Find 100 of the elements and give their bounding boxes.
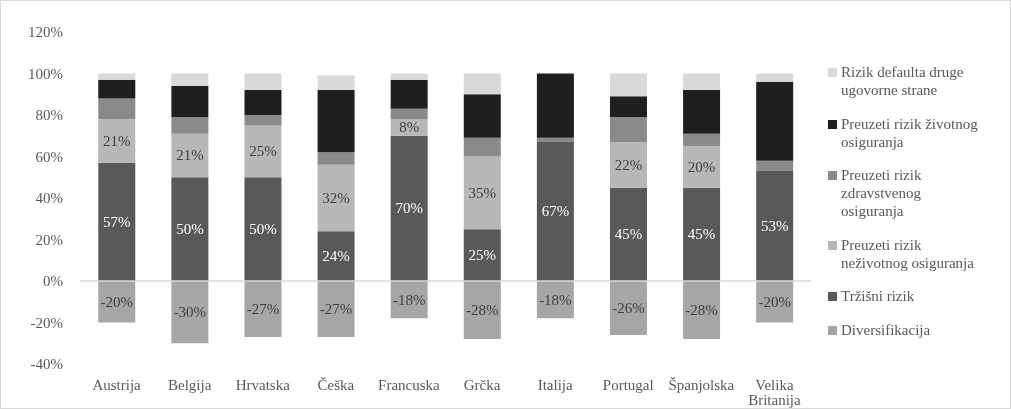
bar — [171, 117, 209, 134]
bar — [317, 75, 355, 91]
x-tick-label: Španjolska — [668, 376, 735, 393]
y-tick-label: 100% — [28, 65, 63, 82]
data-label: 45% — [614, 226, 643, 243]
bar — [609, 73, 647, 97]
data-label: -18% — [539, 291, 572, 308]
bar — [317, 152, 355, 165]
data-label: -28% — [685, 302, 718, 319]
data-label: 57% — [103, 213, 131, 230]
data-label: 21% — [176, 147, 204, 164]
bar — [171, 73, 209, 86]
y-tick-label: 60% — [35, 148, 63, 165]
y-tick-label: -20% — [30, 314, 63, 331]
bar — [98, 119, 136, 163]
data-label: 8% — [399, 119, 420, 136]
bar — [463, 281, 501, 340]
y-tick-label: 40% — [35, 190, 63, 207]
bar — [536, 73, 574, 138]
data-label: 50% — [249, 221, 277, 238]
bar — [171, 85, 209, 118]
bar — [390, 135, 428, 281]
data-label: -20% — [758, 293, 791, 310]
x-tick-label: Grčka — [463, 376, 501, 393]
bar — [390, 108, 428, 120]
bar — [609, 187, 647, 281]
data-label: -26% — [612, 299, 645, 316]
bar — [756, 81, 794, 161]
data-label: 35% — [468, 184, 497, 201]
bar — [317, 164, 355, 232]
x-tick-label: Hrvatska — [235, 376, 291, 393]
legend-label: Diversifikacija — [841, 320, 932, 339]
bar — [536, 137, 574, 142]
bar — [683, 90, 721, 134]
y-tick-label: 20% — [35, 231, 63, 248]
bar — [98, 162, 136, 281]
data-label: -27% — [246, 301, 280, 318]
bar — [609, 141, 647, 188]
bar — [317, 281, 355, 338]
data-label: 25% — [249, 143, 277, 160]
bar — [171, 177, 209, 281]
data-label: -30% — [173, 304, 207, 321]
bar — [244, 115, 282, 126]
data-label: 22% — [614, 156, 643, 173]
bar — [244, 90, 282, 115]
bar — [244, 73, 282, 91]
y-tick-label: 80% — [35, 107, 63, 124]
bar — [609, 117, 647, 142]
bar — [609, 96, 647, 118]
data-label: 53% — [760, 218, 789, 235]
x-tick-label: Austrija — [92, 376, 142, 393]
bar — [390, 79, 428, 109]
bar — [683, 281, 721, 340]
bar — [463, 229, 501, 281]
x-tick-label: Velika Britanija — [748, 376, 802, 408]
data-label: 32% — [322, 190, 350, 206]
data-label: -20% — [100, 293, 134, 310]
data-label: 25% — [468, 247, 497, 264]
data-label: 67% — [541, 203, 570, 220]
y-tick-label: 120% — [28, 24, 63, 41]
x-tick-label: Češka — [317, 376, 355, 393]
legend-label: Rizik defaulta druge ugovorne strane — [841, 63, 965, 99]
bar — [756, 160, 794, 172]
data-label: 45% — [687, 226, 716, 243]
bar — [98, 79, 136, 99]
legend-label: Preuzeti rizik zdravstvenog osiguranja — [841, 166, 923, 221]
legend-label: Preuzeti rizik neživotnog osiguranja — [841, 235, 975, 272]
data-label: 50% — [176, 221, 204, 238]
bar — [244, 177, 282, 281]
y-tick-label: -40% — [30, 356, 63, 373]
bar — [536, 141, 574, 281]
bar — [756, 73, 794, 82]
x-tick-label: Belgija — [167, 376, 212, 393]
bar — [756, 171, 794, 281]
bar — [317, 231, 355, 281]
bar — [463, 137, 501, 157]
bar — [463, 156, 501, 230]
bar — [98, 73, 136, 80]
bar — [609, 281, 647, 335]
bar — [683, 133, 721, 147]
data-label: -18% — [392, 291, 426, 308]
legend-label: Preuzeti rizik životnog osiguranja — [841, 114, 979, 151]
y-tick-label: 0% — [43, 273, 63, 290]
bar — [244, 125, 282, 178]
bar — [317, 90, 355, 153]
bar — [244, 281, 282, 338]
bar — [98, 98, 136, 120]
data-label: 70% — [395, 200, 423, 217]
x-tick-label: Italija — [537, 376, 573, 393]
data-label: 24% — [322, 248, 350, 265]
x-tick-label: Francuska — [378, 376, 441, 393]
legend-label: Tržišni rizik — [841, 287, 916, 306]
bar — [463, 94, 501, 138]
data-label: -27% — [319, 301, 353, 318]
data-label: 21% — [103, 132, 131, 149]
x-tick-label: Portugal — [602, 376, 654, 393]
bar — [683, 73, 721, 91]
bar — [390, 73, 428, 80]
bar — [171, 133, 209, 178]
data-label: -28% — [466, 302, 499, 319]
